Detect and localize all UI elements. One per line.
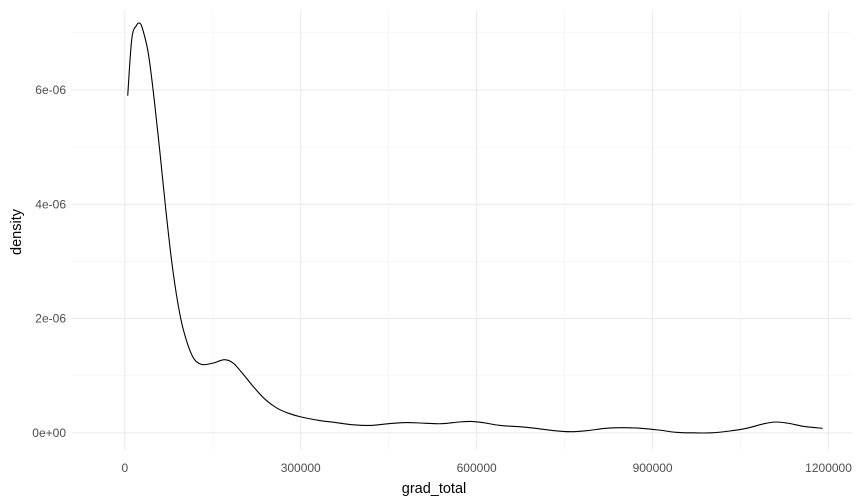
x-axis-title: grad_total [402, 481, 467, 497]
x-axis-tick-labels: 0 300000 600000 900000 1200000 [121, 461, 852, 475]
x-tick-label: 1200000 [805, 461, 852, 475]
x-tick-label: 0 [121, 461, 128, 475]
x-tick-label: 600000 [457, 461, 497, 475]
y-tick-label: 0e+00 [32, 426, 66, 440]
density-curve [127, 22, 823, 434]
major-gridlines [72, 10, 852, 450]
y-tick-label: 4e-06 [35, 197, 66, 211]
y-axis-title: density [9, 208, 25, 255]
minor-gridlines [72, 10, 852, 450]
x-tick-label: 300000 [281, 461, 321, 475]
y-tick-label: 2e-06 [35, 312, 66, 326]
x-tick-label: 900000 [633, 461, 673, 475]
y-axis-tick-labels: 0e+00 2e-06 4e-06 6e-06 [32, 83, 66, 440]
y-tick-label: 6e-06 [35, 83, 66, 97]
